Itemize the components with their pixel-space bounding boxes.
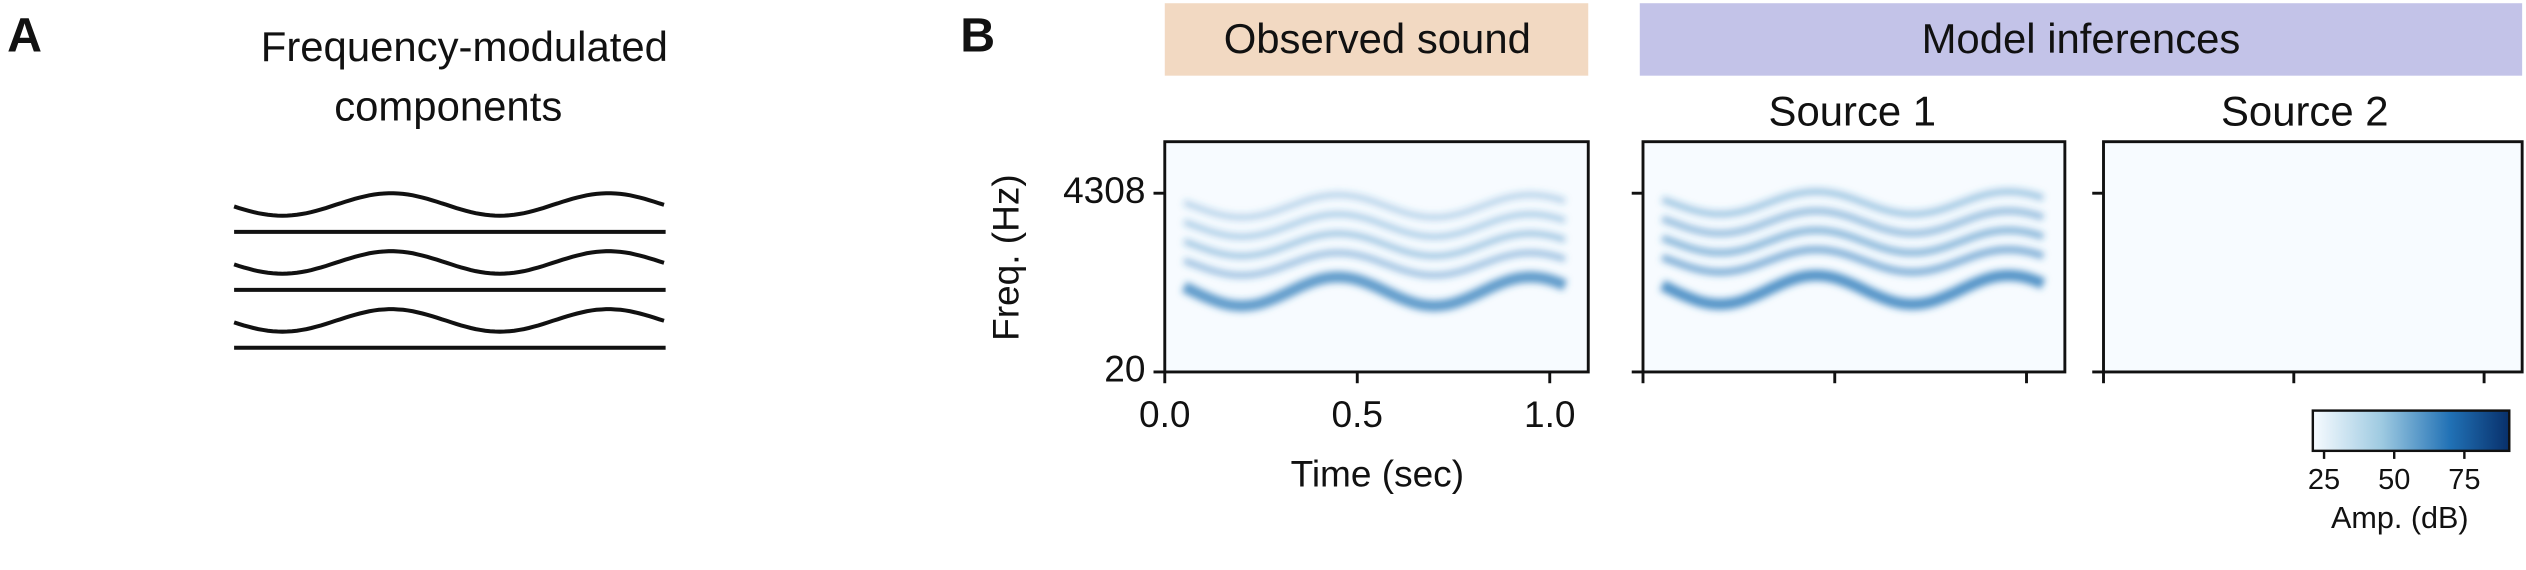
panel-title: components — [334, 83, 562, 130]
y-axis-label: Freq. (Hz) — [984, 174, 1026, 341]
colorbar — [2311, 409, 2511, 453]
spectral-band — [1661, 245, 2045, 276]
panel-label: A — [7, 8, 42, 62]
y-tick-label: 4308 — [1063, 169, 1145, 211]
y-tick-label: 20 — [1104, 348, 1145, 390]
header-box — [1639, 3, 2523, 76]
spectral-band — [1661, 226, 2045, 257]
panel-label: B — [960, 8, 995, 62]
source-title: Source 1 — [1769, 87, 1937, 134]
plot-background — [2103, 141, 2523, 372]
header: Observed sound — [1224, 15, 1531, 62]
plot-frame — [2102, 140, 2524, 374]
x-tick-label: 0.0 — [1139, 393, 1190, 435]
spectral-band — [1659, 269, 2046, 310]
spectral-band — [1182, 191, 1567, 221]
colorbar-label: Amp. (dB) — [2331, 501, 2469, 535]
colorbar-tick-label: 50 — [2378, 464, 2410, 496]
colorbar-tick-label: 75 — [2448, 464, 2480, 496]
spectrograms: 4308 200.0 0.5 1.0 — [1063, 140, 2524, 435]
spectral-band — [1182, 249, 1567, 279]
panel-title: Frequency-modulated — [261, 23, 668, 70]
spectral-band — [1182, 210, 1567, 240]
plot-frame — [1641, 140, 2067, 374]
source-title: Source 2 — [2221, 87, 2389, 134]
spectral-band — [1661, 187, 2045, 218]
x-tick-label: 1.0 — [1524, 393, 1575, 435]
spectral-band — [1182, 230, 1567, 260]
fm-component — [233, 249, 665, 276]
fm-component — [233, 307, 665, 334]
spectral-band — [1181, 271, 1568, 312]
component-diagram — [233, 191, 666, 350]
x-tick-label: 0.5 — [1332, 393, 1383, 435]
spectral-band — [1661, 207, 2045, 238]
x-axis-label: Time (sec) — [1291, 452, 1464, 494]
header: Model inferences — [1922, 15, 2241, 62]
fm-component — [233, 191, 665, 218]
colorbar-tick-label: 25 — [2308, 464, 2340, 496]
header-box — [1164, 3, 1589, 76]
plot-frame — [1163, 140, 1590, 374]
